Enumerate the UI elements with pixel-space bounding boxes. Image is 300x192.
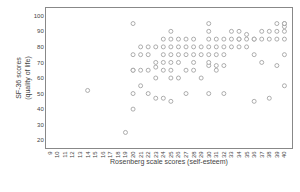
- svg-text:20: 20: [37, 137, 44, 143]
- svg-text:13: 13: [77, 151, 83, 158]
- svg-text:33: 33: [228, 151, 234, 158]
- svg-text:28: 28: [191, 151, 197, 158]
- svg-text:30: 30: [206, 151, 212, 158]
- svg-text:34: 34: [236, 151, 242, 158]
- svg-text:37: 37: [259, 151, 265, 158]
- svg-text:15: 15: [92, 151, 98, 158]
- svg-text:60: 60: [37, 75, 44, 81]
- svg-text:39: 39: [274, 151, 280, 158]
- svg-text:31: 31: [213, 151, 219, 158]
- svg-text:26: 26: [175, 151, 181, 158]
- svg-text:21: 21: [138, 151, 144, 158]
- svg-text:16: 16: [100, 151, 106, 158]
- svg-text:29: 29: [198, 151, 204, 158]
- svg-text:80: 80: [37, 44, 44, 50]
- svg-text:100: 100: [34, 13, 45, 19]
- svg-text:25: 25: [168, 151, 174, 158]
- svg-text:22: 22: [145, 151, 151, 158]
- svg-text:12: 12: [69, 151, 75, 158]
- svg-text:38: 38: [266, 151, 272, 158]
- svg-text:14: 14: [85, 151, 91, 158]
- svg-text:40: 40: [37, 106, 44, 112]
- svg-text:32: 32: [221, 151, 227, 158]
- svg-text:11: 11: [62, 151, 68, 158]
- svg-text:17: 17: [107, 151, 113, 158]
- svg-text:23: 23: [153, 151, 159, 158]
- svg-text:70: 70: [37, 60, 44, 66]
- svg-text:19: 19: [122, 151, 128, 158]
- svg-text:SF-36 scores(quality of life): SF-36 scores(quality of life): [15, 56, 32, 100]
- svg-text:24: 24: [160, 151, 166, 158]
- svg-text:40: 40: [281, 151, 287, 158]
- svg-text:18: 18: [115, 151, 121, 158]
- svg-text:9: 9: [47, 151, 53, 155]
- svg-text:Rosenberg scale scores (self-e: Rosenberg scale scores (self-esteem): [110, 158, 228, 166]
- svg-text:27: 27: [183, 151, 189, 158]
- svg-text:30: 30: [37, 122, 44, 128]
- svg-text:10: 10: [54, 151, 60, 158]
- svg-text:20: 20: [130, 151, 136, 158]
- svg-text:90: 90: [37, 28, 44, 34]
- svg-text:36: 36: [251, 151, 257, 158]
- svg-text:50: 50: [37, 91, 44, 97]
- svg-text:35: 35: [244, 151, 250, 158]
